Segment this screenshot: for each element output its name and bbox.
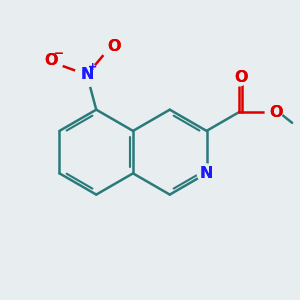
Text: N: N <box>200 166 213 181</box>
Text: O: O <box>234 70 248 85</box>
Circle shape <box>230 69 248 86</box>
Text: −: − <box>53 46 63 60</box>
Text: O: O <box>44 53 58 68</box>
Text: O: O <box>269 105 283 120</box>
Text: N: N <box>200 166 213 181</box>
Circle shape <box>46 54 63 71</box>
Text: +: + <box>88 62 97 72</box>
Circle shape <box>197 164 216 183</box>
Text: O: O <box>107 38 120 53</box>
Text: N: N <box>80 67 94 82</box>
Text: O: O <box>44 53 58 68</box>
Circle shape <box>265 104 282 121</box>
Text: O: O <box>234 70 248 85</box>
Circle shape <box>101 40 118 57</box>
Text: +: + <box>88 62 97 72</box>
Text: −: − <box>53 46 63 60</box>
Text: N: N <box>80 67 94 82</box>
Circle shape <box>75 63 99 87</box>
Text: O: O <box>269 105 283 120</box>
Text: O: O <box>107 38 120 53</box>
